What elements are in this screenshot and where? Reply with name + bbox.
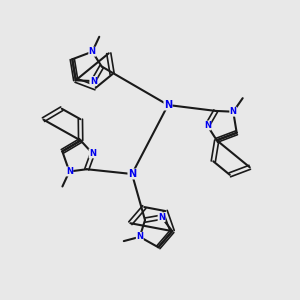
Text: N: N — [158, 213, 165, 222]
Text: N: N — [128, 169, 136, 179]
Text: N: N — [89, 149, 96, 158]
Text: N: N — [66, 167, 73, 176]
Text: N: N — [136, 232, 143, 242]
Text: N: N — [204, 121, 211, 130]
Text: N: N — [164, 100, 172, 110]
Text: N: N — [89, 47, 96, 56]
Text: N: N — [230, 107, 237, 116]
Text: N: N — [90, 76, 97, 85]
